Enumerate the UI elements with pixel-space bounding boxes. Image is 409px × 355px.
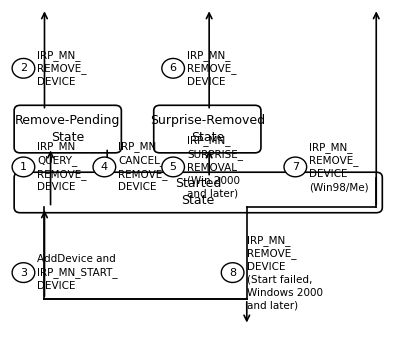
Text: IRP_MN_
REMOVE_
DEVICE: IRP_MN_ REMOVE_ DEVICE — [37, 50, 86, 87]
Text: IRP_MN_
REMOVE_
DEVICE: IRP_MN_ REMOVE_ DEVICE — [187, 50, 236, 87]
Text: 5: 5 — [169, 162, 176, 172]
Text: 7: 7 — [291, 162, 298, 172]
Text: IRP_MN_
QUERY_
REMOVE_
DEVICE: IRP_MN_ QUERY_ REMOVE_ DEVICE — [37, 141, 86, 192]
Circle shape — [12, 59, 35, 78]
Text: IRP_MN_
REMOVE_
DEVICE
(Start failed,
Windows 2000
and later): IRP_MN_ REMOVE_ DEVICE (Start failed, Wi… — [246, 235, 322, 311]
FancyBboxPatch shape — [14, 105, 121, 153]
Circle shape — [283, 157, 306, 177]
Text: 3: 3 — [20, 268, 27, 278]
Text: 1: 1 — [20, 162, 27, 172]
Circle shape — [221, 263, 243, 283]
FancyBboxPatch shape — [153, 105, 260, 153]
Circle shape — [12, 263, 35, 283]
FancyBboxPatch shape — [14, 172, 381, 213]
Text: IRP_MN_
CANCEL_
REMOVE_
DEVICE: IRP_MN_ CANCEL_ REMOVE_ DEVICE — [118, 141, 167, 192]
Circle shape — [162, 59, 184, 78]
Text: Started
State: Started State — [175, 178, 221, 207]
Text: 8: 8 — [229, 268, 236, 278]
Text: IRP_MN_
SURPRISE_
REMOVAL
(Win 2000
and later): IRP_MN_ SURPRISE_ REMOVAL (Win 2000 and … — [187, 135, 242, 198]
Circle shape — [162, 157, 184, 177]
Text: 6: 6 — [169, 63, 176, 73]
Text: Surprise-Removed
State: Surprise-Removed State — [149, 114, 264, 144]
Circle shape — [93, 157, 115, 177]
Text: AddDevice and
IRP_MN_START_
DEVICE: AddDevice and IRP_MN_START_ DEVICE — [37, 254, 117, 291]
Text: IRP_MN_
REMOVE_
DEVICE
(Win98/Me): IRP_MN_ REMOVE_ DEVICE (Win98/Me) — [308, 142, 368, 192]
Text: 4: 4 — [101, 162, 108, 172]
Text: Remove-Pending
State: Remove-Pending State — [15, 114, 120, 144]
Circle shape — [12, 157, 35, 177]
Text: 2: 2 — [20, 63, 27, 73]
